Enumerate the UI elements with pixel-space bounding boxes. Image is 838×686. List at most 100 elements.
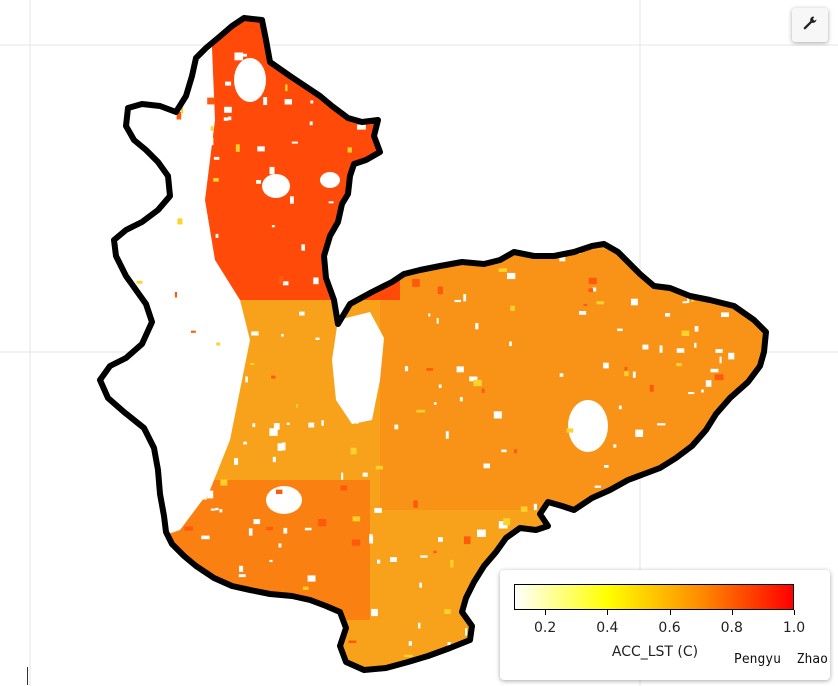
raster-speckle: [769, 163, 774, 168]
raster-speckle: [714, 374, 724, 381]
raster-speckle: [313, 277, 319, 285]
raster-speckle: [636, 255, 643, 262]
raster-speckle: [129, 505, 135, 509]
raster-speckle: [624, 116, 628, 123]
raster-speckle: [291, 141, 298, 144]
raster-speckle: [214, 652, 218, 660]
raster-speckle: [347, 34, 356, 40]
raster-speckle: [276, 489, 283, 494]
raster-speckle: [503, 244, 511, 247]
raster-speckle: [156, 339, 164, 346]
raster-speckle: [579, 311, 587, 315]
raster-speckle: [688, 128, 691, 136]
raster-speckle: [299, 311, 305, 316]
raster-speckle: [759, 192, 762, 199]
raster-speckle: [394, 424, 399, 430]
raster-speckle: [471, 54, 477, 58]
raster-speckle: [340, 485, 348, 491]
raster-speckle: [617, 186, 625, 191]
raster-speckle: [416, 409, 425, 413]
raster-speckle: [272, 456, 276, 463]
raster-speckle: [407, 29, 410, 34]
raster-speckle: [475, 323, 479, 330]
raster-speckle: [374, 507, 382, 513]
raster-speckle: [447, 642, 451, 646]
raster-speckle: [498, 521, 508, 529]
raster-speckle: [239, 565, 244, 572]
raster-speckle: [580, 521, 588, 528]
legend-tick-label: 0.2: [533, 620, 557, 636]
raster-speckle: [210, 508, 216, 511]
raster-speckle: [764, 297, 766, 304]
raster-speckle: [665, 313, 671, 317]
raster-speckle: [207, 97, 216, 105]
raster-speckle: [458, 165, 462, 173]
raster-speckle: [595, 199, 605, 205]
raster-speckle: [624, 371, 629, 377]
raster-speckle: [483, 463, 490, 469]
raster-speckle: [285, 84, 288, 92]
raster-speckle: [162, 662, 165, 666]
raster-speckle: [156, 186, 163, 193]
raster-speckle: [617, 328, 623, 332]
raster-speckle: [341, 472, 344, 480]
raster-speckle: [556, 202, 560, 211]
raster-speckle: [215, 507, 219, 511]
raster-speckle: [580, 402, 583, 407]
raster-speckle: [147, 611, 157, 614]
raster-speckle: [727, 516, 732, 522]
raster-speckle: [418, 622, 421, 629]
raster-speckle: [351, 539, 361, 546]
raster-speckle: [284, 99, 292, 105]
legend-tick-mark: [607, 610, 609, 615]
raster-speckle: [296, 659, 300, 667]
raster-speckle: [730, 546, 738, 551]
raster-speckle: [688, 392, 695, 395]
raster-speckle: [557, 187, 563, 191]
raster-speckle: [641, 516, 649, 523]
raster-speckle: [216, 342, 221, 346]
raster-speckle: [215, 233, 219, 238]
raster-speckle: [719, 482, 729, 488]
raster-speckle: [508, 88, 512, 96]
raster-speckle: [763, 448, 766, 455]
raster-speckle: [286, 422, 290, 425]
raster-speckle: [444, 609, 451, 614]
raster-speckle: [699, 456, 704, 464]
raster-speckle: [681, 330, 690, 336]
raster-speckle: [245, 376, 248, 383]
raster-speckle: [348, 247, 352, 256]
raster-speckle: [408, 641, 412, 646]
raster-speckle: [190, 330, 196, 333]
raster-speckle: [343, 396, 349, 405]
raster-speckle: [535, 194, 540, 197]
raster-speckle: [374, 246, 379, 252]
raster-speckle: [763, 316, 766, 323]
raster-speckle: [734, 541, 740, 545]
raster-speckle: [145, 145, 154, 148]
raster-speckle: [573, 82, 583, 90]
raster-speckle: [709, 540, 712, 546]
raster-speckle: [591, 197, 601, 203]
raster-speckle: [218, 413, 225, 416]
raster-speckle: [568, 95, 577, 101]
raster-speckle: [489, 140, 493, 144]
raster-speckle: [224, 106, 232, 113]
raster-speckle: [263, 97, 268, 105]
raster-speckle: [715, 349, 723, 353]
map-tools-button[interactable]: [792, 8, 828, 42]
raster-speckle: [691, 299, 694, 303]
raster-speckle: [341, 88, 348, 92]
raster-speckle: [382, 128, 388, 132]
raster-speckle: [277, 443, 283, 451]
raster-speckle: [189, 105, 197, 113]
raster-speckle: [662, 505, 670, 512]
raster-speckle: [450, 559, 454, 568]
raster-speckle: [603, 105, 607, 113]
raster-speckle: [463, 536, 471, 545]
raster-speckle: [252, 423, 256, 428]
raster-speckle: [372, 182, 377, 190]
author-credit: Pengyu Zhao: [734, 652, 828, 667]
